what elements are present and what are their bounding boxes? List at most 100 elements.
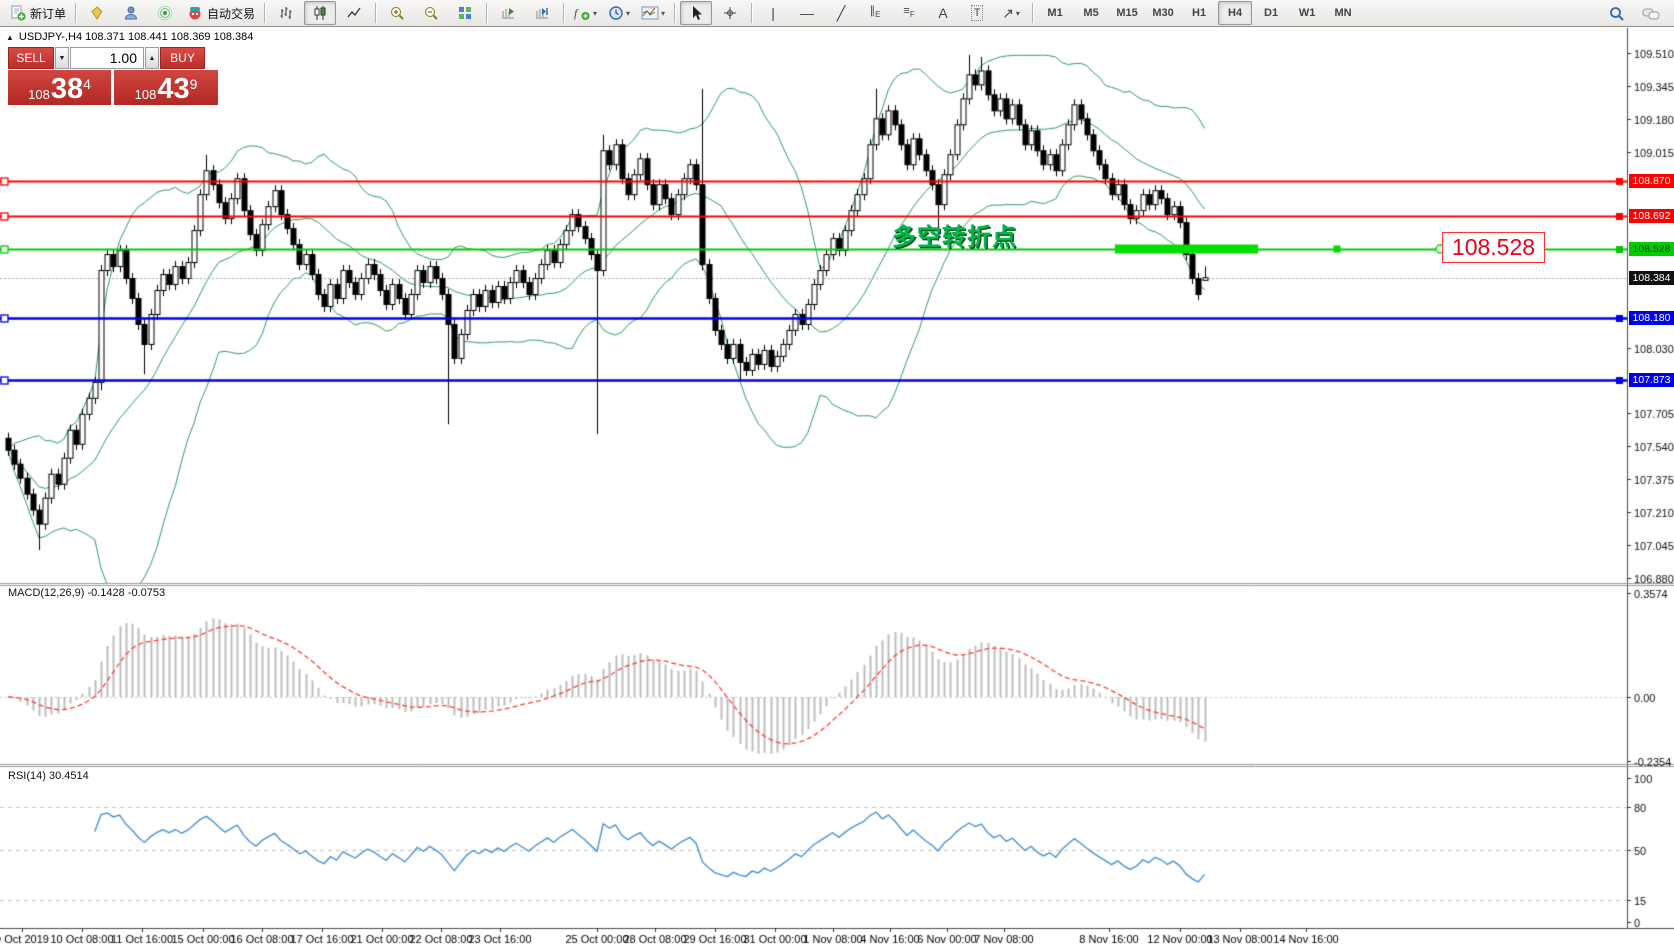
arrows-button[interactable]: ↗ ▾: [995, 1, 1027, 25]
line-chart-icon: [346, 5, 362, 21]
text-label-button[interactable]: T: [961, 1, 993, 25]
vertical-line-button[interactable]: |: [757, 1, 789, 25]
chat-icon: [1642, 6, 1660, 22]
indicators-icon: f: [573, 5, 591, 21]
crosshair-button[interactable]: [714, 1, 746, 25]
fibonacci-button[interactable]: ≡F: [893, 1, 925, 25]
svg-text:f: f: [574, 6, 579, 20]
bar-chart-icon: [278, 5, 294, 21]
signals-button[interactable]: [149, 1, 181, 25]
periods-button[interactable]: ▾: [603, 1, 635, 25]
new-order-icon: [9, 5, 26, 21]
dropdown-caret: ▾: [626, 8, 631, 18]
text-icon: A: [938, 5, 948, 21]
timeframe-m1[interactable]: M1: [1047, 7, 1063, 19]
new-order-label: 新订单: [30, 6, 67, 21]
search-button[interactable]: [1601, 2, 1633, 26]
chart-shift-icon: [534, 5, 550, 21]
channel-icon: ∥E: [869, 4, 881, 20]
candlestick-chart-button[interactable]: [304, 1, 337, 25]
new-order-button[interactable]: 新订单: [5, 1, 70, 25]
line-chart-button[interactable]: [338, 1, 370, 25]
volume-input[interactable]: 1.00: [70, 47, 144, 69]
toolbar: 新订单 自动交易: [0, 0, 1674, 27]
toolbar-separator: [486, 3, 488, 23]
crosshair-icon: [722, 5, 738, 21]
toolbar-separator: [264, 3, 266, 23]
toolbar-separator: [375, 3, 377, 23]
gem-icon: [89, 5, 105, 21]
one-click-trading-panel: SELL ▼ 1.00 ▲ BUY 108 38 4 108 43 9: [8, 47, 219, 105]
gem-button[interactable]: [81, 1, 113, 25]
toolbar-separator: [1032, 3, 1034, 23]
cursor-button[interactable]: [680, 1, 713, 25]
tile-windows-button[interactable]: [449, 1, 481, 25]
chart-shift-button[interactable]: [526, 1, 558, 25]
buy-price-pip: 9: [189, 76, 198, 92]
trendline-button[interactable]: ╱: [825, 1, 857, 25]
horizontal-line-button[interactable]: —: [791, 1, 823, 25]
sell-price-display[interactable]: 108 38 4: [8, 70, 111, 105]
timeframe-mn[interactable]: MN: [1334, 7, 1352, 19]
toolbar-separator: [75, 3, 77, 23]
signal-icon: [157, 5, 173, 21]
trendline-icon: ╱: [836, 5, 846, 21]
timeframe-m30[interactable]: M30: [1152, 7, 1174, 19]
macd-indicator-label: MACD(12,26,9) -0.1428 -0.0753: [8, 587, 166, 599]
channel-button[interactable]: ∥E: [859, 1, 891, 25]
auto-trading-button[interactable]: 自动交易: [183, 1, 259, 25]
zoom-out-button[interactable]: [415, 1, 447, 25]
timeframe-m5[interactable]: M5: [1083, 7, 1099, 19]
axis-price-tag: 107.873: [1629, 373, 1674, 387]
volume-increase-button[interactable]: ▲: [145, 47, 159, 69]
symbol-ohlc-text: USDJPY-,H4 108.371 108.441 108.369 108.3…: [18, 31, 254, 43]
sell-button[interactable]: SELL: [8, 47, 54, 69]
timeframe-m15[interactable]: M15: [1116, 7, 1138, 19]
templates-button[interactable]: ▾: [637, 1, 669, 25]
indicators-button[interactable]: f ▾: [569, 1, 601, 25]
chat-button[interactable]: [1635, 2, 1667, 26]
profile-button[interactable]: [115, 1, 147, 25]
collapse-panel-icon[interactable]: ▲: [6, 32, 14, 42]
buy-button[interactable]: BUY: [160, 47, 205, 69]
candlestick-chart-icon: [312, 5, 328, 21]
zoom-in-button[interactable]: [381, 1, 413, 25]
dropdown-caret: ▾: [661, 8, 666, 18]
volume-decrease-button[interactable]: ▼: [55, 47, 69, 69]
buy-price-prefix: 108: [134, 87, 157, 102]
zoom-out-icon: [423, 5, 439, 21]
search-icon: [1609, 6, 1625, 22]
chart-annotation-text: 多空转折点: [892, 224, 1017, 251]
timeframe-w1[interactable]: W1: [1298, 7, 1316, 19]
axis-price-tag: 108.870: [1629, 174, 1674, 188]
vertical-line-icon: |: [771, 5, 775, 21]
profile-icon: [123, 5, 139, 21]
dropdown-caret: ▾: [593, 8, 598, 18]
axis-price-tag: 108.528: [1629, 242, 1674, 256]
text-label-icon: T: [970, 5, 984, 21]
toolbar-separator: [563, 3, 565, 23]
auto-trading-icon: [187, 5, 203, 21]
dropdown-caret: ▾: [1015, 8, 1020, 18]
arrows-icon: ↗: [1002, 5, 1014, 21]
buy-price-display[interactable]: 108 43 9: [114, 70, 218, 105]
timeframe-d1[interactable]: D1: [1264, 7, 1279, 19]
tile-windows-icon: [457, 5, 473, 21]
rsi-indicator-label: RSI(14) 30.4514: [8, 770, 89, 782]
auto-scroll-button[interactable]: [492, 1, 524, 25]
auto-trading-label: 自动交易: [207, 6, 256, 21]
bar-chart-button[interactable]: [270, 1, 302, 25]
text-button[interactable]: A: [927, 1, 959, 25]
toolbar-separator: [751, 3, 753, 23]
cursor-icon: [689, 5, 703, 21]
auto-scroll-icon: [500, 5, 516, 21]
axis-price-tag: 108.692: [1629, 209, 1674, 223]
fibonacci-icon: ≡F: [903, 4, 915, 20]
axis-price-tag: 108.180: [1629, 311, 1674, 325]
timeframe-h4[interactable]: H4: [1218, 1, 1253, 25]
template-icon: [641, 5, 659, 21]
sell-price-prefix: 108: [28, 87, 50, 102]
timeframe-h1[interactable]: H1: [1192, 7, 1207, 19]
